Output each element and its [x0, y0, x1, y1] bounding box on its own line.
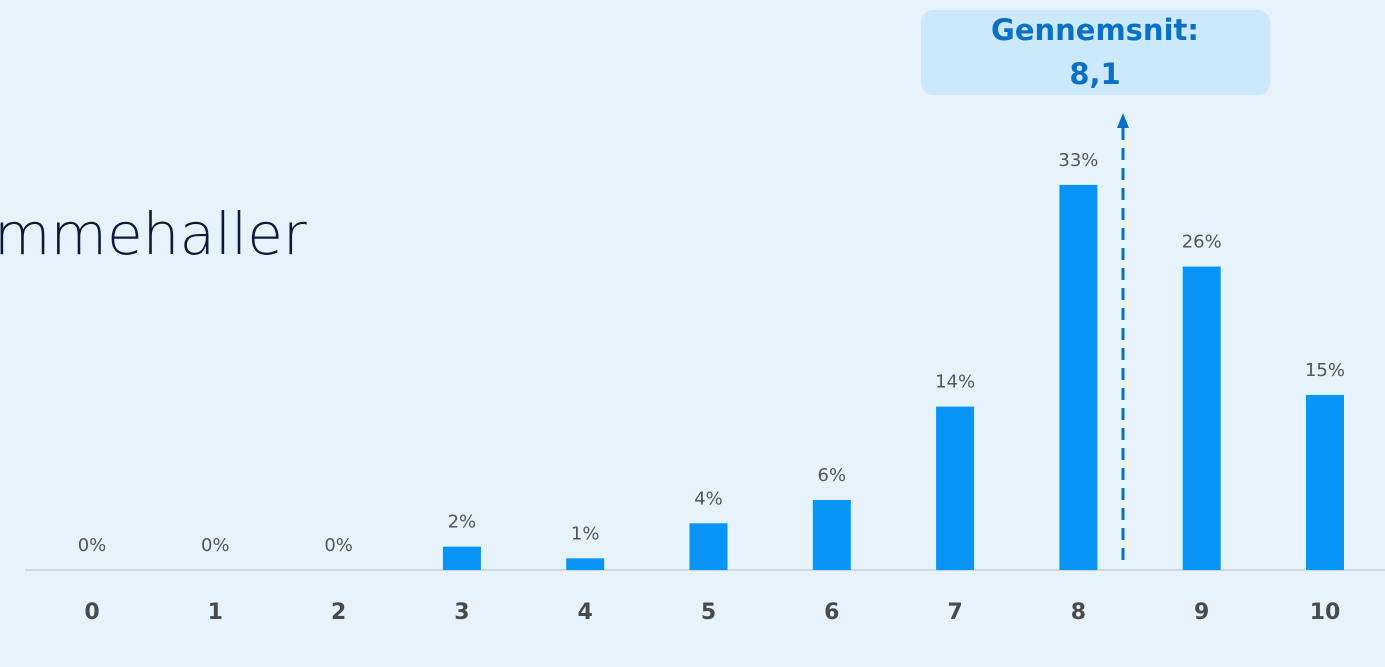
value-label: 15% — [1305, 360, 1345, 381]
value-label: 26% — [1182, 232, 1222, 253]
chart-title: mmehaller — [0, 200, 307, 268]
value-label: 2% — [448, 512, 477, 533]
annotation-value: 8,1 — [1069, 57, 1120, 91]
arrow-head — [1117, 113, 1129, 128]
x-tick-label: 3 — [454, 600, 469, 625]
annotation-box — [921, 10, 1270, 95]
x-tick-label: 1 — [208, 600, 223, 625]
value-label: 0% — [324, 535, 353, 556]
x-tick-label: 7 — [947, 600, 962, 625]
value-label: 0% — [78, 535, 107, 556]
bar — [1182, 266, 1221, 570]
bar — [812, 499, 851, 570]
value-label: 33% — [1058, 150, 1098, 171]
x-tick-label: 9 — [1194, 600, 1209, 625]
bar — [442, 546, 481, 570]
value-label: 4% — [694, 488, 723, 509]
x-tick-label: 2 — [331, 600, 346, 625]
value-label: 14% — [935, 372, 975, 393]
value-label: 6% — [818, 465, 847, 486]
x-tick-label: 4 — [578, 600, 593, 625]
bar — [1306, 394, 1344, 570]
value-label: 1% — [571, 523, 600, 544]
x-tick-label: 6 — [824, 600, 839, 625]
x-tick-label: 8 — [1071, 600, 1086, 625]
bar — [936, 406, 975, 570]
value-label: 0% — [201, 535, 230, 556]
bar — [1059, 184, 1098, 570]
bar — [689, 523, 728, 570]
x-tick-label: 0 — [84, 600, 99, 625]
x-tick-label: 10 — [1310, 600, 1341, 625]
x-tick-label: 5 — [701, 600, 716, 625]
annotation-label: Gennemsnit: — [991, 13, 1199, 47]
bar — [566, 558, 605, 570]
